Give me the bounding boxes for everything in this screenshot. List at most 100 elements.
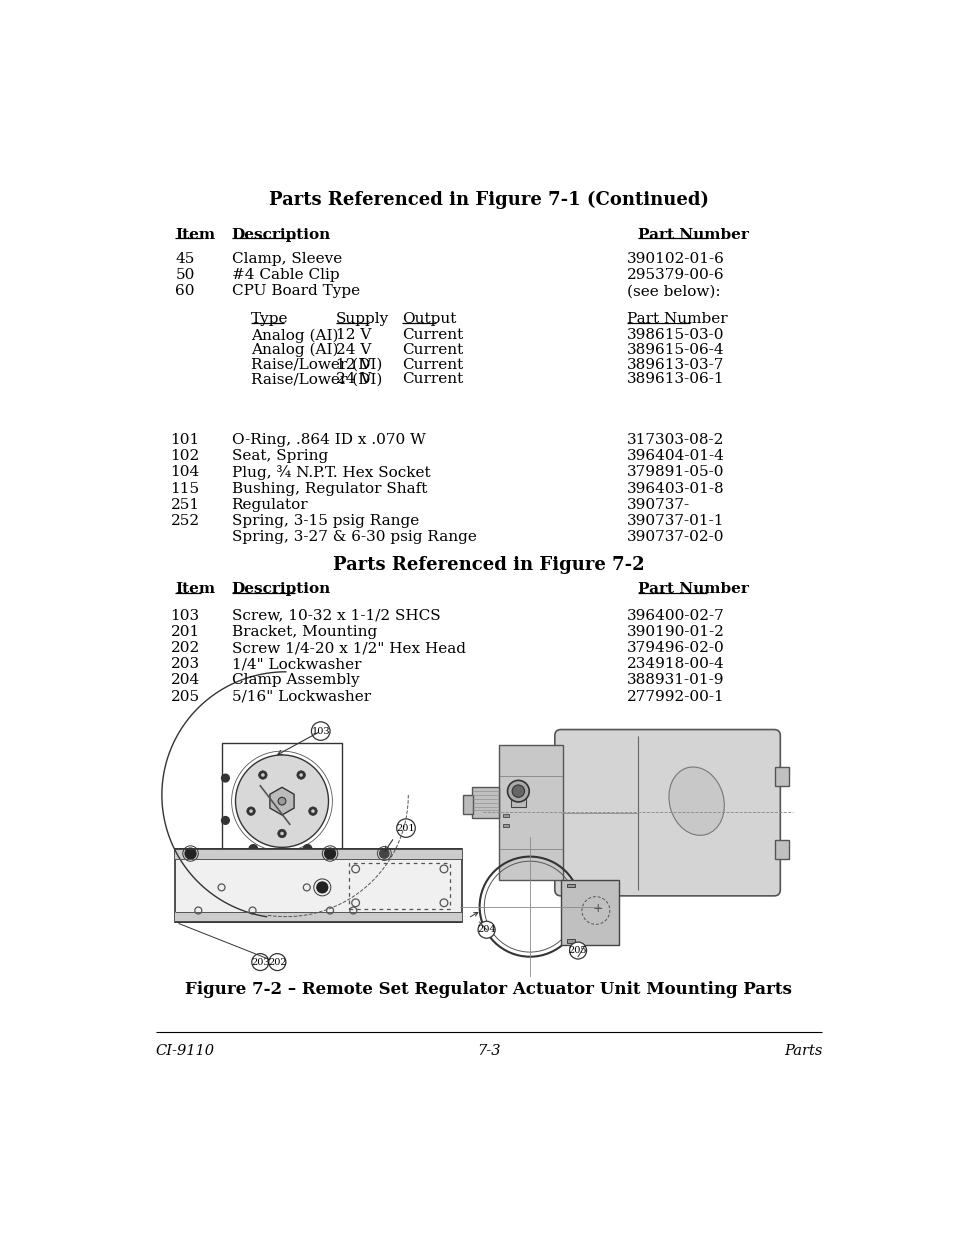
Text: CI-9110: CI-9110 <box>155 1044 214 1057</box>
Text: Raise/Lower (DI): Raise/Lower (DI) <box>251 372 382 387</box>
Text: 234918-00-4: 234918-00-4 <box>626 657 724 671</box>
Text: Spring, 3-15 psig Range: Spring, 3-15 psig Range <box>232 514 418 527</box>
Text: 12 V: 12 V <box>335 329 372 342</box>
Text: 379496-02-0: 379496-02-0 <box>626 641 724 655</box>
Text: 202: 202 <box>268 957 286 967</box>
Bar <box>174 911 461 923</box>
Text: 204: 204 <box>171 673 199 688</box>
Ellipse shape <box>668 767 723 835</box>
Circle shape <box>278 798 286 805</box>
Text: 252: 252 <box>171 514 199 527</box>
Text: Seat, Spring: Seat, Spring <box>232 450 328 463</box>
Circle shape <box>252 953 269 971</box>
Text: 204: 204 <box>476 925 496 934</box>
Text: O-Ring, .864 ID x .070 W: O-Ring, .864 ID x .070 W <box>232 433 425 447</box>
Text: 45: 45 <box>175 252 194 267</box>
Text: Analog (AI): Analog (AI) <box>251 343 338 357</box>
Text: 104: 104 <box>171 466 199 479</box>
Circle shape <box>258 771 267 779</box>
Bar <box>462 795 473 814</box>
Text: Parts: Parts <box>783 1044 821 1057</box>
Text: 103: 103 <box>311 726 330 736</box>
Text: 389613-06-1: 389613-06-1 <box>626 372 723 387</box>
Circle shape <box>396 819 415 837</box>
Text: 390737-02-0: 390737-02-0 <box>626 530 723 545</box>
Text: 396403-01-8: 396403-01-8 <box>626 482 723 495</box>
Text: Current: Current <box>402 329 463 342</box>
Text: Current: Current <box>402 343 463 357</box>
Text: CPU Board Type: CPU Board Type <box>232 284 359 299</box>
Text: 202: 202 <box>171 641 199 655</box>
Bar <box>174 848 461 858</box>
Bar <box>510 793 525 806</box>
Bar <box>560 879 618 945</box>
Text: Output: Output <box>402 312 456 326</box>
Text: 205: 205 <box>568 946 587 955</box>
Circle shape <box>477 921 495 939</box>
Text: Regulator: Regulator <box>232 498 308 511</box>
Polygon shape <box>270 787 294 815</box>
Text: 115: 115 <box>171 482 199 495</box>
Bar <box>498 745 562 879</box>
Text: 398615-03-0: 398615-03-0 <box>626 329 723 342</box>
Text: 203: 203 <box>251 957 270 967</box>
Text: 396404-01-4: 396404-01-4 <box>626 450 724 463</box>
Bar <box>222 743 342 855</box>
Text: 201: 201 <box>171 625 199 638</box>
Text: 1/4" Lockwasher: 1/4" Lockwasher <box>232 657 361 671</box>
Bar <box>349 863 450 909</box>
Text: Analog (AI): Analog (AI) <box>251 329 338 343</box>
Text: +: + <box>592 902 603 915</box>
Text: 396400-02-7: 396400-02-7 <box>626 609 724 622</box>
Text: Parts Referenced in Figure 7-2: Parts Referenced in Figure 7-2 <box>333 556 644 574</box>
Circle shape <box>247 806 255 815</box>
Text: 389613-03-7: 389613-03-7 <box>626 358 723 372</box>
Text: 390737-: 390737- <box>626 498 689 511</box>
Text: Screw 1/4-20 x 1/2" Hex Head: Screw 1/4-20 x 1/2" Hex Head <box>232 641 465 655</box>
Text: 203: 203 <box>171 657 199 671</box>
Text: 50: 50 <box>175 268 194 283</box>
Text: 102: 102 <box>171 450 199 463</box>
Text: Part Number: Part Number <box>638 583 749 597</box>
Circle shape <box>569 942 586 960</box>
Text: 201: 201 <box>396 824 415 832</box>
Text: Parts Referenced in Figure 7-1 (Continued): Parts Referenced in Figure 7-1 (Continue… <box>269 190 708 209</box>
Text: Item: Item <box>174 583 215 597</box>
Text: 60: 60 <box>175 284 194 299</box>
Text: Bushing, Regulator Shaft: Bushing, Regulator Shaft <box>232 482 427 495</box>
Circle shape <box>324 848 335 858</box>
Text: 103: 103 <box>171 609 199 622</box>
Text: 390737-01-1: 390737-01-1 <box>626 514 723 527</box>
Text: Part Number: Part Number <box>638 227 749 242</box>
Bar <box>502 814 509 818</box>
Text: Figure 7-2 – Remote Set Regulator Actuator Unit Mounting Parts: Figure 7-2 – Remote Set Regulator Actuat… <box>185 982 792 998</box>
Bar <box>502 824 509 827</box>
Text: Part Number: Part Number <box>626 312 727 326</box>
Bar <box>774 767 788 785</box>
Bar <box>567 883 575 888</box>
Text: 101: 101 <box>171 433 199 447</box>
Text: 390102-01-6: 390102-01-6 <box>626 252 724 267</box>
Text: Current: Current <box>402 372 463 387</box>
Text: 388931-01-9: 388931-01-9 <box>626 673 723 688</box>
Text: 295379-00-6: 295379-00-6 <box>626 268 723 283</box>
Circle shape <box>311 810 314 813</box>
Text: 389615-06-4: 389615-06-4 <box>626 343 723 357</box>
Text: 24 V: 24 V <box>335 372 372 387</box>
Text: Type: Type <box>251 312 288 326</box>
Text: (see below):: (see below): <box>626 284 720 299</box>
Text: 390190-01-2: 390190-01-2 <box>626 625 724 638</box>
Circle shape <box>235 755 328 847</box>
Text: 317303-08-2: 317303-08-2 <box>626 433 723 447</box>
Text: 12 V: 12 V <box>335 358 372 372</box>
Text: Description: Description <box>232 227 331 242</box>
Text: Item: Item <box>174 227 215 242</box>
FancyBboxPatch shape <box>555 730 780 895</box>
Bar <box>174 848 461 923</box>
Text: Clamp, Sleeve: Clamp, Sleeve <box>232 252 341 267</box>
Circle shape <box>277 829 286 837</box>
Text: Bracket, Mounting: Bracket, Mounting <box>232 625 376 638</box>
Text: Current: Current <box>402 358 463 372</box>
Circle shape <box>299 773 302 777</box>
Circle shape <box>221 774 229 782</box>
